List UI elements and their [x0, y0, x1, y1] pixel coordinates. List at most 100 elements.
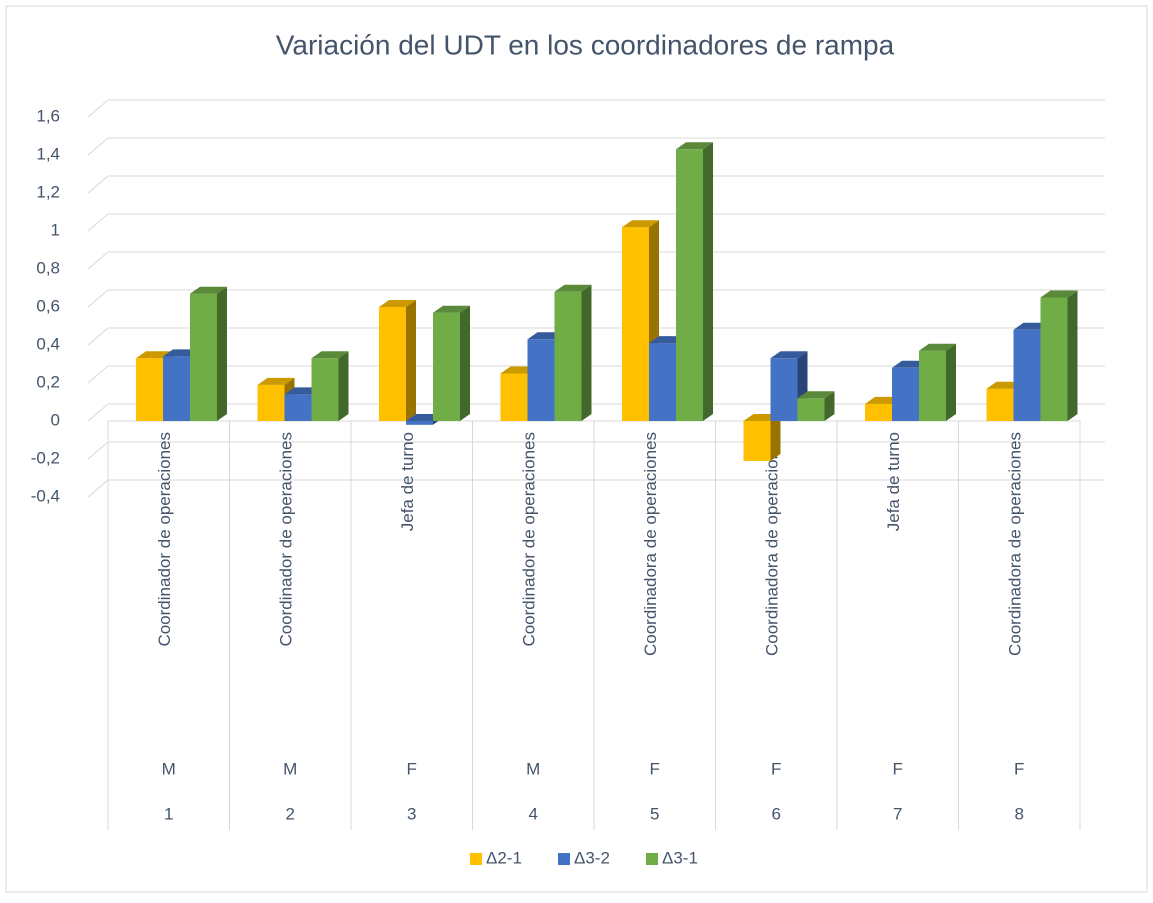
- legend-label: Δ3-1: [662, 848, 698, 867]
- bar-front: [986, 388, 1014, 421]
- grid-line: [87, 365, 109, 384]
- bar-front: [1040, 297, 1068, 421]
- grid-line: [87, 175, 109, 194]
- y-tick-label: 1: [51, 220, 60, 239]
- x-id-label: 3: [407, 804, 416, 823]
- bar: [190, 286, 227, 421]
- x-sub-label: F: [771, 759, 781, 778]
- bar-top: [770, 351, 808, 359]
- bar-front: [554, 291, 582, 421]
- y-tick-label: 0,6: [36, 296, 60, 315]
- bar-top: [919, 343, 956, 351]
- x-tick-label: Coordinador de operaciones: [155, 432, 174, 647]
- grid-line: [87, 479, 109, 498]
- bar-front: [527, 339, 555, 421]
- bar-front: [770, 358, 798, 421]
- x-id-label: 5: [650, 804, 659, 823]
- bar-front: [311, 358, 339, 421]
- grid-line: [87, 99, 109, 118]
- bar: [433, 305, 470, 421]
- bar: [919, 343, 956, 421]
- y-tick-label: 0,8: [36, 258, 60, 277]
- bar-front: [284, 394, 312, 421]
- x-sub-label: F: [893, 759, 903, 778]
- x-id-label: 1: [164, 804, 173, 823]
- bar-front: [257, 384, 285, 421]
- bar-side: [581, 284, 592, 421]
- x-id-label: 8: [1015, 804, 1024, 823]
- bar-side: [406, 300, 416, 421]
- bar-top: [554, 284, 592, 292]
- x-sub-label: M: [283, 759, 297, 778]
- x-tick-label: Coordinador de operaciones: [277, 432, 296, 647]
- y-tick-label: 1,2: [36, 182, 60, 201]
- x-sub-label: F: [650, 759, 660, 778]
- bar-front: [797, 398, 825, 421]
- x-tick-label: Coordinador de operaciones: [520, 432, 539, 647]
- bar-front: [163, 356, 190, 421]
- bar-front: [649, 343, 676, 421]
- bar-front: [892, 367, 919, 421]
- x-sub-label: M: [526, 759, 540, 778]
- bar-front: [500, 373, 528, 421]
- legend-label: Δ2-1: [486, 848, 522, 867]
- bar-side: [824, 391, 835, 421]
- x-id-label: 4: [529, 804, 538, 823]
- bar-front: [743, 421, 771, 461]
- x-tick-label: Coordinadora de operaciones: [641, 432, 660, 656]
- grid-line: [87, 327, 109, 346]
- bar: [379, 300, 416, 421]
- bar-front: [406, 421, 433, 425]
- bar-top: [797, 391, 835, 399]
- x-sub-label: F: [1014, 759, 1024, 778]
- bar-front: [1013, 329, 1041, 421]
- bar: [743, 414, 781, 461]
- x-tick-label: Jefa de turno: [884, 432, 903, 531]
- grid-line: [87, 403, 109, 422]
- bar-top: [676, 142, 713, 150]
- bar-front: [676, 149, 703, 422]
- y-tick-label: 0,2: [36, 372, 60, 391]
- x-id-label: 7: [893, 804, 902, 823]
- y-tick-label: -0,2: [31, 448, 60, 467]
- bar: [311, 351, 349, 421]
- grid-line: [87, 251, 109, 270]
- bar-front: [190, 293, 217, 421]
- y-tick-label: 1,4: [36, 144, 60, 163]
- bar-top: [622, 220, 659, 228]
- x-id-label: 6: [772, 804, 781, 823]
- bar-top: [311, 351, 349, 359]
- bar-top: [433, 305, 470, 313]
- x-sub-label: M: [162, 759, 176, 778]
- chart-title: Variación del UDT en los coordinadores d…: [276, 29, 895, 60]
- bar-front: [622, 227, 649, 421]
- grid-line: [87, 441, 109, 460]
- legend-swatch: [470, 853, 482, 865]
- bar-side: [460, 305, 470, 421]
- bar-top: [257, 377, 295, 385]
- bar-side: [217, 286, 227, 421]
- bar-side: [1067, 290, 1078, 421]
- bar-side: [338, 351, 349, 421]
- bar-top: [379, 300, 416, 307]
- grid-line: [87, 289, 109, 308]
- bar: [797, 391, 835, 421]
- x-tick-label: Coordinadora de operaciones: [763, 432, 782, 656]
- x-sub-label: F: [407, 759, 417, 778]
- bar-front: [865, 403, 892, 421]
- legend-swatch: [558, 853, 570, 865]
- bar-side: [770, 414, 781, 461]
- bar-top: [190, 286, 227, 294]
- legend-swatch: [646, 853, 658, 865]
- bar-front: [919, 350, 946, 421]
- x-tick-label: Jefa de turno: [398, 432, 417, 531]
- legend-label: Δ3-2: [574, 848, 610, 867]
- grid-line: [87, 213, 109, 232]
- y-tick-label: 0: [51, 410, 60, 429]
- bar: [676, 142, 713, 422]
- bar-side: [703, 142, 713, 422]
- bar: [554, 284, 592, 421]
- bar-top: [1040, 290, 1078, 298]
- bar-front: [379, 307, 406, 421]
